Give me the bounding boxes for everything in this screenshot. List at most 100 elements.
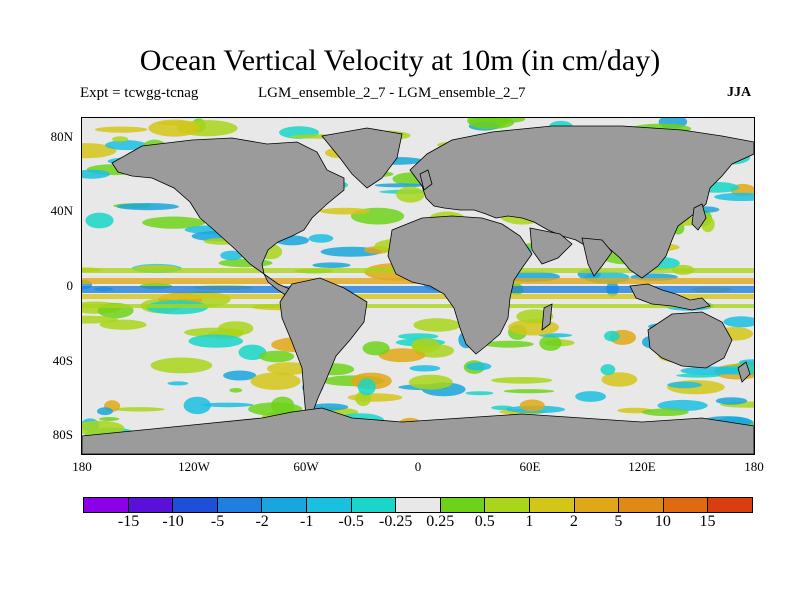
color-scale-label: 10 [654, 513, 671, 530]
velocity-contour-patch [308, 234, 334, 243]
lon-tick-label: 120E [628, 459, 656, 474]
lon-tick-label: 0 [414, 459, 422, 474]
lon-tick-label: 60E [519, 459, 541, 474]
land-japan [691, 203, 707, 231]
velocity-contour-patch [676, 373, 721, 378]
color-scale-label: 2 [569, 513, 578, 530]
velocity-contour-patch [319, 207, 371, 215]
velocity-contour-patch [600, 364, 616, 376]
color-scale-label: -15 [117, 513, 140, 530]
velocity-contour-patch [142, 216, 205, 229]
color-scale-box [173, 498, 218, 512]
land-arabia [529, 227, 573, 265]
color-scale-bar [83, 497, 753, 513]
velocity-contour-patch [519, 399, 545, 412]
velocity-contour-patch [601, 372, 638, 387]
color-scale-box [262, 498, 307, 512]
velocity-contour-patch [503, 389, 555, 394]
velocity-contour-patch [200, 402, 254, 408]
color-scale-box [440, 498, 486, 512]
land-africa [387, 215, 533, 355]
velocity-contour-patch [148, 119, 201, 137]
color-scale-box [84, 498, 129, 512]
velocity-contour-patch [486, 118, 526, 123]
velocity-contour-patch [408, 374, 453, 390]
land-antarctica [82, 407, 754, 454]
color-scale-box [351, 498, 397, 512]
land-british-isles [419, 169, 433, 191]
velocity-contour-patch [116, 203, 179, 211]
color-scale-box [663, 498, 709, 512]
velocity-contour-patch [575, 391, 606, 402]
velocity-contour-patch [604, 330, 620, 342]
velocity-contour-patch [398, 333, 439, 340]
color-scale-box [396, 498, 441, 512]
velocity-contour-patch [167, 381, 189, 386]
velocity-contour-patch [82, 315, 119, 324]
velocity-contour-patch [680, 366, 741, 376]
lat-tick-label: 40N [50, 203, 73, 219]
velocity-contour-patch [99, 319, 147, 330]
velocity-contour-patch [112, 136, 129, 142]
land-mask [82, 125, 754, 454]
color-scale-box [529, 498, 575, 512]
velocity-contour-patch [362, 341, 390, 356]
velocity-contour-patch [538, 333, 573, 338]
ensemble-label: LGM_ensemble_2_7 - LGM_ensemble_2_7 [258, 85, 526, 101]
land-greenland [321, 127, 403, 189]
color-scale-label: -5 [210, 513, 225, 530]
velocity-contour-patch [259, 350, 295, 363]
land-australia [647, 311, 733, 369]
velocity-contour-patch [723, 316, 754, 328]
velocity-contour-patch [150, 357, 213, 374]
land-south-america [279, 277, 368, 417]
color-scale-label: -0.5 [338, 513, 364, 530]
velocity-contour-patch [266, 362, 311, 375]
lon-tick-label: 180 [72, 459, 92, 474]
color-scale-box [128, 498, 174, 512]
lat-tick-label: 0 [66, 278, 74, 293]
velocity-contour-patch [715, 397, 748, 405]
velocity-contour-patch [374, 183, 425, 188]
land-southeast-asia-islands [629, 283, 711, 311]
velocity-contour-patch [312, 262, 351, 268]
velocity-contour-patch [220, 250, 244, 261]
velocity-contour-patch [396, 186, 425, 203]
lat-tick-label: 80S [52, 427, 73, 443]
color-scale-label: -2 [255, 513, 269, 530]
velocity-contour-patch [114, 407, 165, 412]
map-title: Ocean Vertical Velocity at 10m (in cm/da… [139, 44, 661, 77]
color-scale-label: 0.25 [426, 513, 455, 530]
velocity-contour-patch [667, 381, 702, 389]
velocity-contour-patch [82, 420, 125, 436]
lon-tick-label: 180 [744, 459, 764, 474]
velocity-contour-patch [188, 334, 244, 348]
velocity-contour-patch [105, 140, 147, 151]
velocity-contour-patch [484, 340, 534, 348]
velocity-contour-patch [99, 417, 120, 421]
color-scale-box [306, 498, 352, 512]
velocity-contour-patch [714, 192, 754, 201]
equatorial-velocity-band [82, 286, 754, 293]
color-scale-box [708, 498, 752, 512]
world-map [82, 118, 754, 454]
color-scale-label: 15 [699, 513, 716, 530]
experiment-label: Expt = tcwgg-tcnag [80, 85, 199, 101]
color-scale-label: 5 [614, 513, 623, 530]
color-scale-box [217, 498, 263, 512]
velocity-contour-patch [85, 212, 114, 229]
velocity-contour-patch [250, 372, 301, 390]
color-scale-label: 0.5 [474, 513, 495, 530]
velocity-contour-patch [97, 407, 113, 416]
lat-tick-label: 80N [50, 128, 73, 144]
velocity-contour-patch [657, 399, 708, 412]
color-scale-label: -1 [299, 513, 314, 530]
equatorial-velocity-band [82, 294, 754, 299]
velocity-contour-patch [409, 365, 441, 372]
land-eurasia [409, 125, 754, 279]
land-north-america [111, 137, 345, 275]
color-scale-box [574, 498, 620, 512]
velocity-contour-patch [413, 318, 461, 332]
equatorial-velocity-band [82, 304, 754, 308]
color-scale-box [619, 498, 664, 512]
